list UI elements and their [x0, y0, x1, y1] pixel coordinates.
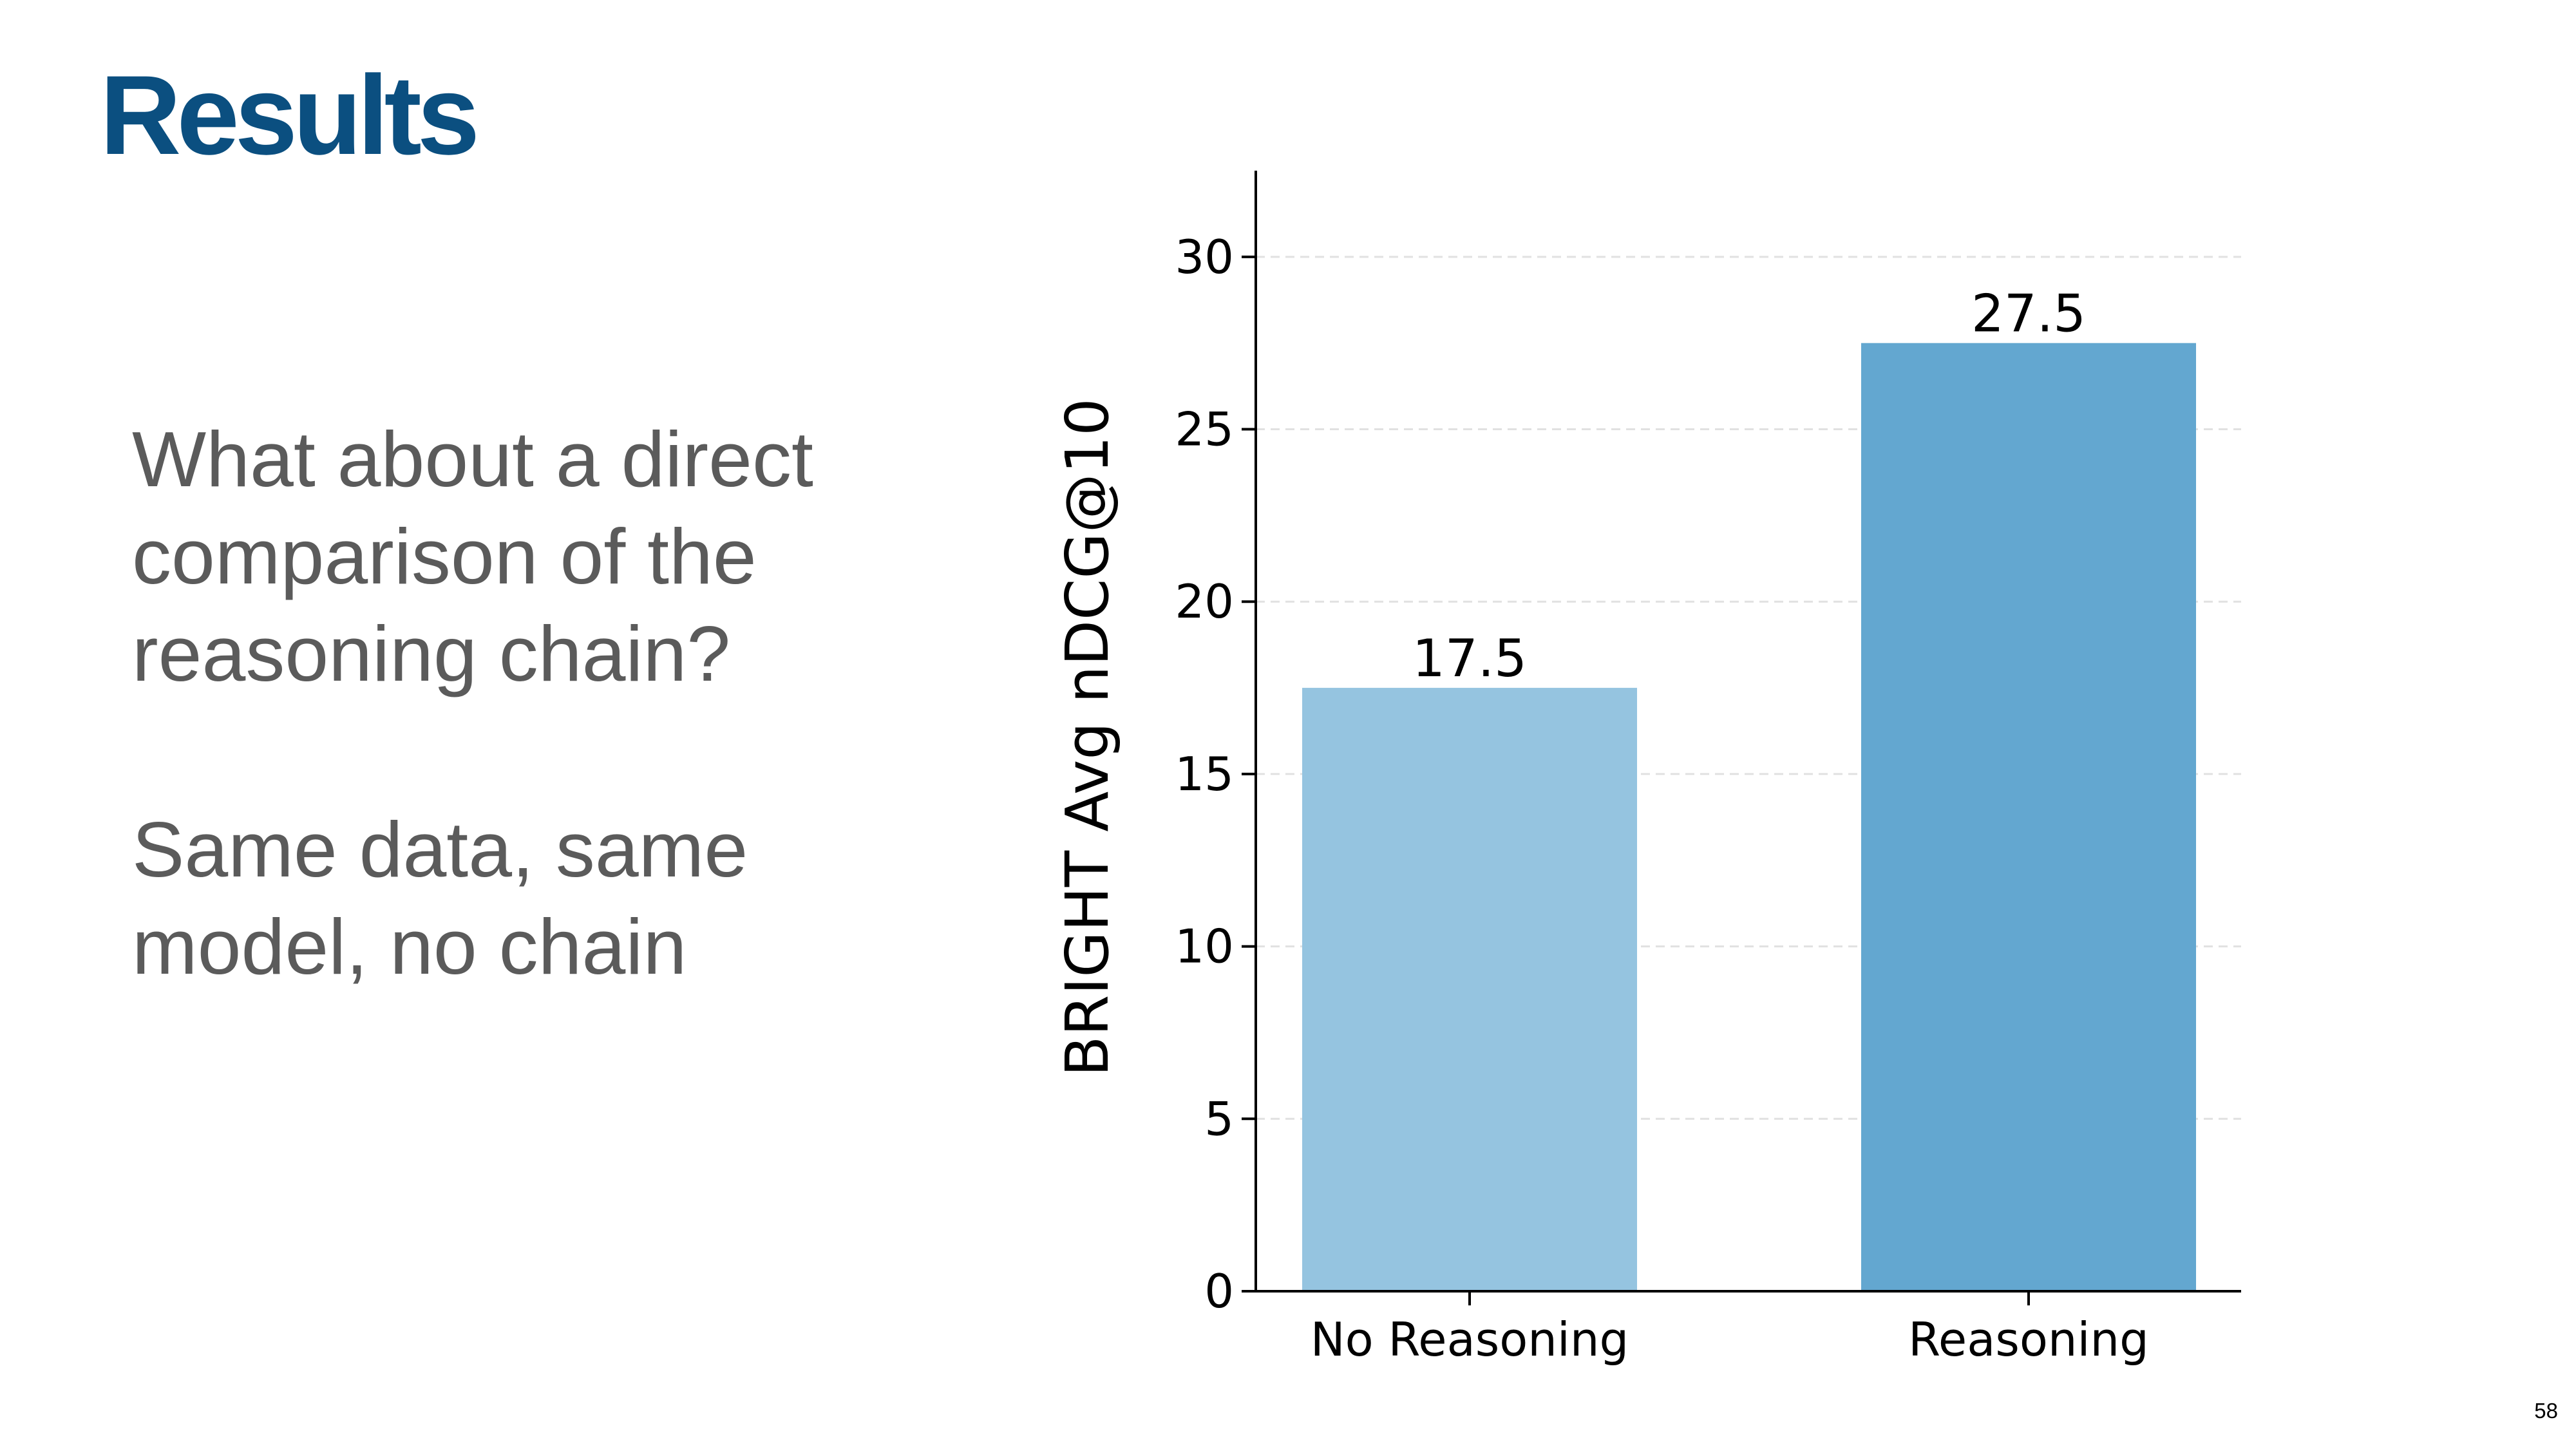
y-axis-label: BRIGHT Avg nDCG@10: [1053, 398, 1122, 1076]
y-tick-label: 20: [1175, 574, 1234, 629]
y-tick-label: 25: [1175, 402, 1234, 457]
answer-paragraph: Same data, same model, no chain: [132, 801, 969, 996]
question-line: What about a direct: [132, 415, 813, 503]
x-tick-label: Reasoning: [1908, 1312, 2149, 1367]
question-line: comparison of the: [132, 513, 757, 600]
y-tick-label: 15: [1175, 747, 1234, 801]
question-line: reasoning chain?: [132, 610, 731, 697]
question-paragraph: What about a direct comparison of the re…: [132, 411, 969, 703]
y-tick-label: 30: [1175, 230, 1234, 284]
x-tick-label: No Reasoning: [1311, 1312, 1629, 1367]
bar-value-label: 17.5: [1412, 629, 1527, 688]
bar: [1861, 343, 2196, 1291]
slide-title: Results: [100, 53, 480, 178]
answer-line: Same data, same: [132, 806, 748, 893]
y-tick-label: 10: [1175, 920, 1234, 974]
y-tick-label: 0: [1204, 1264, 1234, 1318]
bar: [1302, 688, 1637, 1291]
bar-value-label: 27.5: [1971, 284, 2086, 344]
answer-line: model, no chain: [132, 903, 687, 990]
page-number: 58: [2534, 1399, 2558, 1423]
y-tick-label: 5: [1204, 1092, 1234, 1146]
